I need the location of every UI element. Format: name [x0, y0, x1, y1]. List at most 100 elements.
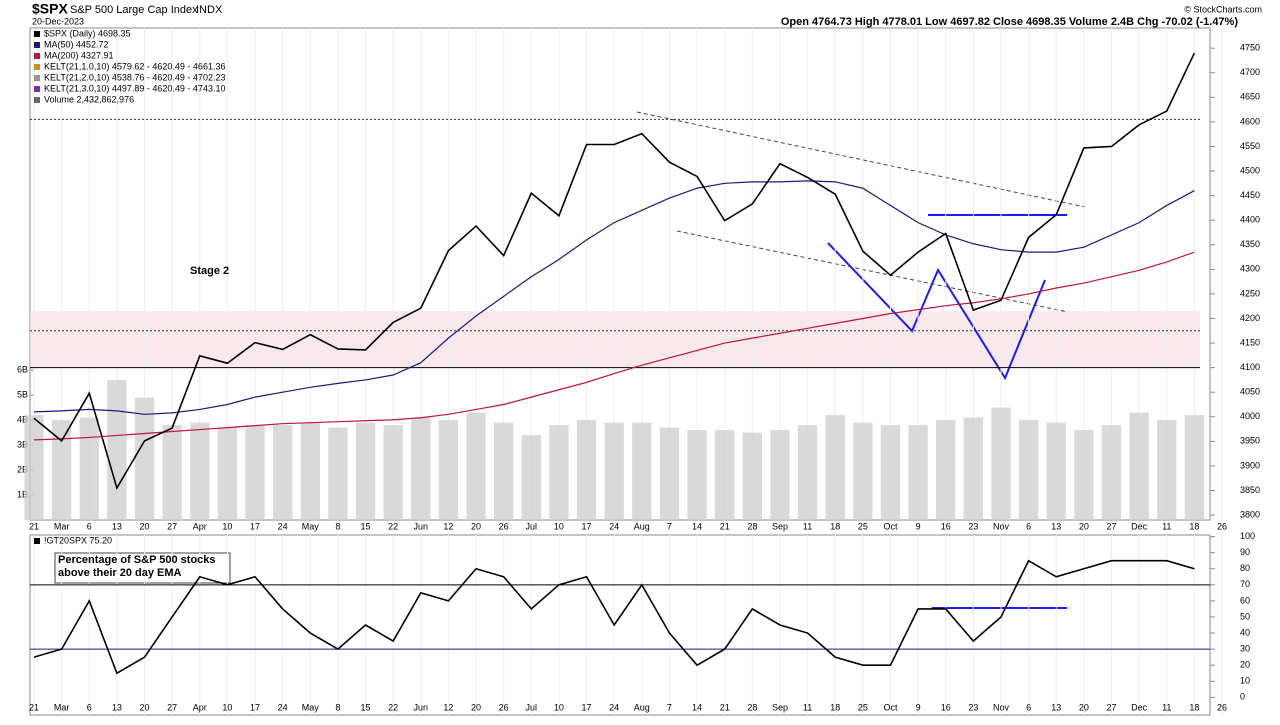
x-tick-label: 9: [916, 521, 921, 531]
volume-bar: [355, 422, 376, 520]
x-tick-label: 28: [747, 702, 757, 712]
support-zone: [30, 311, 1200, 368]
x-tick-label: 21: [720, 521, 730, 531]
volume-bar: [963, 417, 984, 520]
x-tick-label: Mar: [54, 521, 70, 531]
x-tick-label: 9: [916, 702, 921, 712]
volume-bar: [107, 380, 127, 520]
x-tick-label: Dec: [1131, 702, 1148, 712]
x-tick-label: 18: [1189, 521, 1199, 531]
x-tick-label: 14: [692, 702, 702, 712]
y2-tick-label: 3B: [17, 439, 28, 449]
x-tick-label: 24: [278, 702, 288, 712]
y-tick-label: 4700: [1240, 67, 1260, 77]
y-tick-label: 10: [1240, 676, 1250, 686]
volume-bar: [328, 427, 348, 520]
x-tick-label: 21: [720, 702, 730, 712]
volume-bar: [576, 420, 597, 520]
x-tick-label: Mar: [54, 702, 70, 712]
legend-label: KELT(21,3.0,10) 4497.89 - 4620.49 - 4743…: [44, 83, 225, 93]
legend-label: MA(50) 4452.72: [44, 39, 109, 49]
x-tick-label: 13: [112, 702, 122, 712]
legend-swatch: [34, 64, 40, 70]
y-tick-label: 4150: [1240, 337, 1260, 347]
y-tick-label: 90: [1240, 547, 1250, 557]
y2-tick-label: 4B: [17, 414, 28, 424]
x-tick-label: 10: [554, 702, 564, 712]
volume-bar: [383, 425, 403, 520]
x-tick-label: 22: [388, 702, 398, 712]
x-tick-label: 6: [87, 521, 92, 531]
x-tick-label: 16: [941, 521, 951, 531]
volume-bar: [936, 420, 956, 520]
volume-bar: [1184, 415, 1205, 520]
x-tick-label: 13: [1051, 521, 1061, 531]
y-tick-label: 3900: [1240, 460, 1260, 470]
x-tick-label: 20: [140, 521, 150, 531]
x-tick-label: 13: [1051, 702, 1061, 712]
x-tick-label: Jun: [414, 521, 429, 531]
y-tick-label: 30: [1240, 643, 1250, 653]
drawn-pattern: [827, 214, 1067, 609]
x-tick-label: 6: [1026, 702, 1031, 712]
x-tick-label: 12: [443, 702, 453, 712]
legend-swatch: [34, 53, 40, 59]
volume-bar: [466, 412, 486, 520]
volume-bar: [908, 425, 928, 520]
y-tick-label: 3950: [1240, 436, 1260, 446]
x-tick-label: 27: [1106, 702, 1116, 712]
volume-bar: [134, 397, 155, 520]
legend-label: KELT(21,2.0,10) 4538.76 - 4620.49 - 4702…: [44, 72, 225, 82]
y-tick-label: 100: [1240, 531, 1255, 541]
x-tick-label: 18: [1189, 702, 1199, 712]
x-tick-label: 24: [278, 521, 288, 531]
legend-label: MA(200) 4327.91: [44, 50, 114, 60]
volume-bar: [659, 427, 680, 520]
x-tick-label: 27: [167, 521, 177, 531]
y-tick-label: 0: [1240, 692, 1245, 702]
x-tick-label: 10: [554, 521, 564, 531]
x-tick-label: Nov: [993, 521, 1010, 531]
x-tick-label: 8: [335, 702, 340, 712]
x-tick-label: 17: [582, 521, 592, 531]
y-tick-label: 4550: [1240, 141, 1260, 151]
date: 20-Dec-2023: [32, 16, 84, 26]
y-tick-label: 4500: [1240, 165, 1260, 175]
legend-swatch: [34, 86, 40, 92]
x-tick-label: 15: [361, 702, 371, 712]
x-tick-label: 11: [803, 521, 812, 531]
volume-bar: [24, 415, 44, 520]
x-tick-label: Aug: [634, 702, 650, 712]
x-tick-label: 14: [692, 521, 702, 531]
x-tick-label: Aug: [634, 521, 650, 531]
volume-bar: [604, 422, 624, 520]
quote: Open 4764.73 High 4778.01 Low 4697.82 Cl…: [781, 16, 1238, 28]
y-tick-label: 40: [1240, 627, 1250, 637]
x-tick-label: 7: [667, 521, 672, 531]
volume-bar: [190, 422, 210, 520]
y-tick-label: 4350: [1240, 239, 1260, 249]
volume-bar: [272, 425, 293, 520]
x-tick-label: Oct: [883, 702, 898, 712]
x-tick-label: Apr: [193, 521, 207, 531]
x-tick-label: 10: [222, 702, 232, 712]
x-tick-label: 20: [471, 521, 481, 531]
y-tick-label: 4450: [1240, 190, 1260, 200]
series-line: [33, 180, 1195, 415]
y-tick-label: 3800: [1240, 509, 1260, 519]
x-tick-label: 13: [112, 521, 122, 531]
y-tick-label: 4000: [1240, 411, 1260, 421]
x-tick-label: 11: [803, 702, 812, 712]
x-tick-label: 21: [29, 702, 39, 712]
volume-bar: [51, 420, 72, 520]
annotation: above their 20 day EMA: [58, 567, 182, 579]
x-tick-label: Dec: [1131, 521, 1148, 531]
volume-bar: [217, 427, 238, 520]
x-tick-label: 26: [499, 702, 509, 712]
y-tick-label: 4250: [1240, 288, 1260, 298]
x-tick-label: 7: [667, 702, 672, 712]
x-tick-label: 23: [968, 521, 978, 531]
volume-bar: [687, 430, 707, 520]
x-tick-label: 17: [250, 521, 260, 531]
